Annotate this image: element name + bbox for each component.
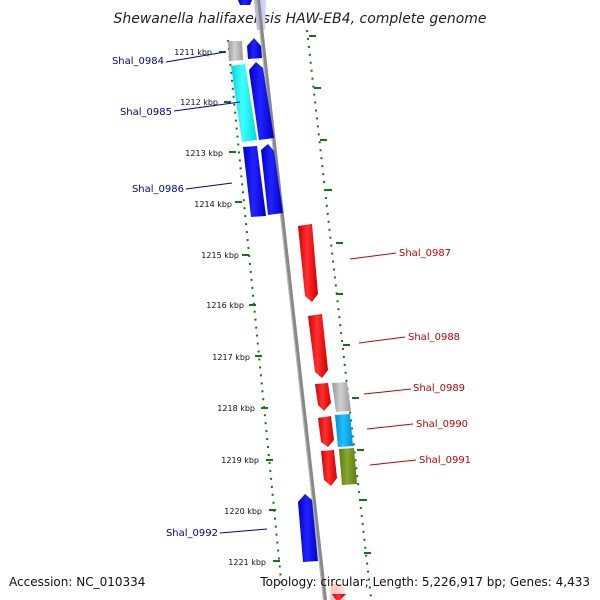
- gene-label-shal-0984[interactable]: Shal_0984: [112, 56, 164, 67]
- gene-label-shal-0990[interactable]: Shal_0990: [416, 419, 468, 430]
- tick-label: 1218 kbp: [217, 404, 255, 413]
- genome-summary-text: Topology: circular; Length: 5,226,917 bp…: [259, 575, 590, 589]
- gene-partial-bottom-red: [332, 594, 346, 600]
- gene-label-shal-0988[interactable]: Shal_0988: [408, 332, 460, 343]
- tick-label: 1220 kbp: [224, 507, 262, 516]
- leader-line: [369, 459, 417, 466]
- leader-line: [358, 336, 406, 344]
- leader-line: [363, 388, 412, 395]
- gene-shal-0988[interactable]: [308, 314, 328, 378]
- map-title: Shewanella halifaxensis HAW-EB4, complet…: [113, 11, 486, 27]
- gene-shal-0984-gray[interactable]: [228, 41, 243, 61]
- gene-label-leaders: [165, 51, 417, 534]
- gene-shal-0985-cyan[interactable]: [231, 64, 257, 142]
- gene-label-shal-0987[interactable]: Shal_0987: [399, 248, 451, 259]
- gene-label-shal-0985[interactable]: Shal_0985: [120, 107, 172, 118]
- accession-text: Accession: NC_010334: [9, 575, 145, 589]
- leader-line: [173, 101, 241, 112]
- gene-shal-0984[interactable]: [247, 38, 262, 59]
- genome-backbone-highlight: [256, 0, 325, 600]
- gene-shal-0990-sky[interactable]: [335, 414, 353, 447]
- gene-shal-0987[interactable]: [298, 224, 318, 302]
- tick-label: 1214 kbp: [194, 200, 232, 209]
- gene-shal-0991-olive[interactable]: [339, 448, 357, 485]
- genome-backbone: [256, 0, 327, 600]
- gene-shal-0989-gray[interactable]: [332, 382, 351, 412]
- scale-tick-labels: 1211 kbp 1212 kbp 1213 kbp 1214 kbp 1215…: [174, 48, 266, 567]
- gene-shal-0985[interactable]: [249, 62, 274, 140]
- tick-label: 1212 kbp: [180, 98, 218, 107]
- gene-label-shal-0991[interactable]: Shal_0991: [419, 455, 471, 466]
- leader-line: [219, 528, 268, 534]
- leader-line: [185, 182, 233, 190]
- tick-label: 1211 kbp: [174, 48, 212, 57]
- gene-shal-0990[interactable]: [318, 416, 334, 447]
- leader-line: [165, 51, 226, 63]
- leader-line: [349, 252, 397, 260]
- gene-labels: Shal_0984 Shal_0985 Shal_0986 Shal_0987 …: [112, 56, 471, 539]
- gene-shal-0991[interactable]: [321, 450, 337, 486]
- gene-shal-0986[interactable]: [243, 146, 266, 217]
- tick-label: 1219 kbp: [221, 456, 259, 465]
- leader-line: [366, 423, 414, 430]
- tick-label: 1217 kbp: [212, 353, 250, 362]
- tick-label: 1213 kbp: [185, 149, 223, 158]
- gene-label-shal-0986[interactable]: Shal_0986: [132, 184, 184, 195]
- tick-label: 1215 kbp: [201, 251, 239, 260]
- gene-label-shal-0989[interactable]: Shal_0989: [413, 383, 465, 394]
- gene-partial-top-blue: [238, 0, 252, 5]
- gene-shal-0992[interactable]: [298, 494, 318, 562]
- gene-shal-0986-b[interactable]: [261, 144, 283, 215]
- scale-ticks-right: [309, 35, 371, 554]
- tick-label: 1216 kbp: [206, 301, 244, 310]
- gene-shal-0989[interactable]: [315, 383, 331, 411]
- gene-label-shal-0992[interactable]: Shal_0992: [166, 528, 218, 539]
- tick-label: 1221 kbp: [228, 558, 266, 567]
